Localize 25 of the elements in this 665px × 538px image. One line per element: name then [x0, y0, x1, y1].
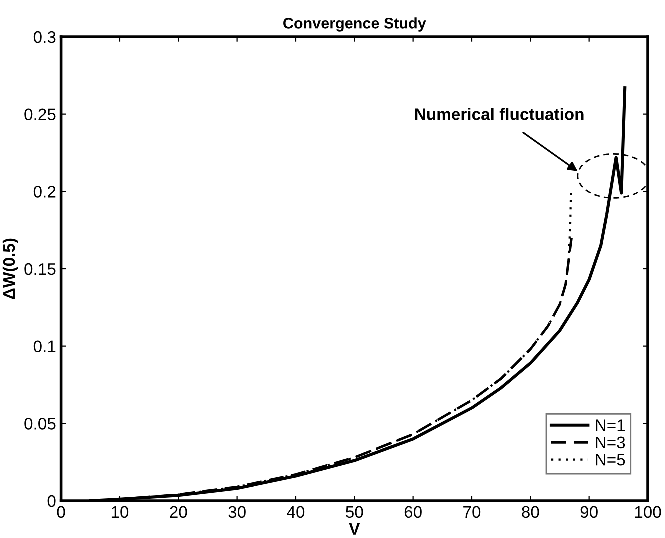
x-tick-label: 50 — [346, 506, 364, 518]
x-tick-label: 10 — [112, 506, 129, 518]
y-tick-label: 0.15 — [24, 263, 56, 276]
y-tick-label: 0.3 — [34, 31, 56, 44]
x-tick-label: 60 — [404, 506, 422, 518]
x-tick-label: 0 — [57, 506, 66, 518]
x-axis-title: V — [349, 523, 360, 535]
y-axis-title: ΔW(0.5) — [2, 238, 18, 300]
legend-label: N=3 — [596, 436, 626, 449]
legend-label: N=5 — [596, 454, 626, 466]
x-tick-label: 30 — [228, 506, 246, 518]
x-tick-label: 100 — [635, 506, 662, 518]
y-tick-label: 0.1 — [34, 340, 56, 353]
annotation: Numerical fluctuation — [415, 108, 584, 120]
y-tick-label: 0.2 — [34, 186, 56, 198]
x-tick-label: 80 — [522, 506, 540, 518]
legend-label: N=1 — [596, 420, 626, 432]
y-tick-label: 0.25 — [24, 108, 56, 121]
x-tick-label: 90 — [580, 506, 598, 518]
chart-title: Convergence Study — [284, 18, 426, 32]
x-tick-label: 70 — [464, 506, 481, 518]
y-tick-label: 0.05 — [24, 418, 56, 430]
y-tick-label: 0 — [48, 495, 56, 508]
x-tick-label: 40 — [287, 506, 305, 518]
x-tick-label: 20 — [170, 506, 188, 518]
